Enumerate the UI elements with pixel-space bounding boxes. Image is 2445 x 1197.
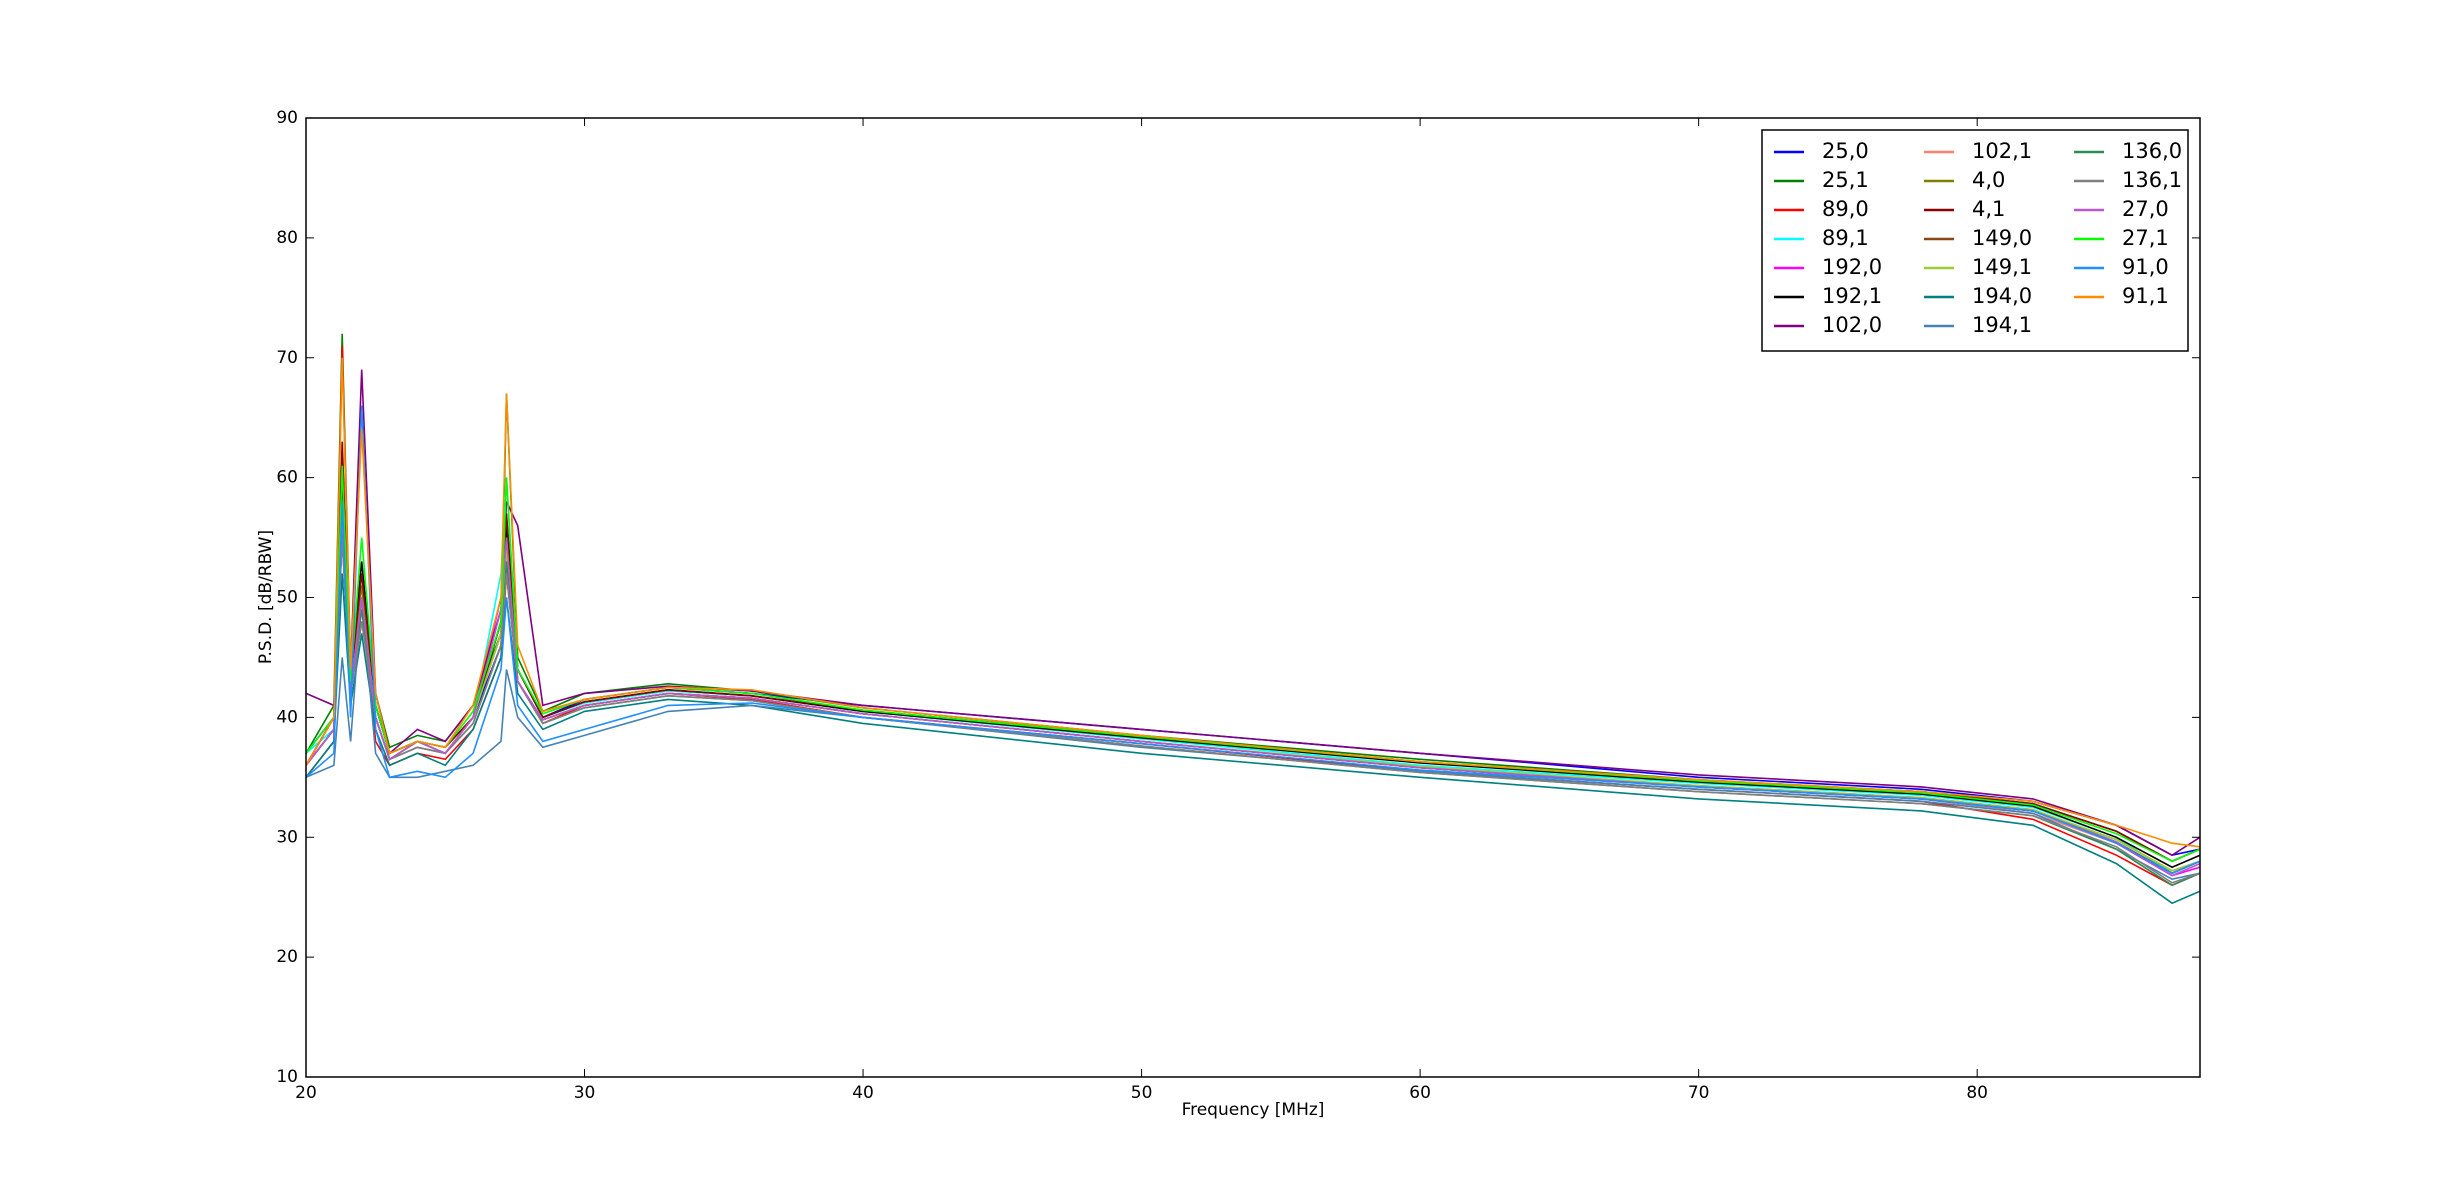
series-line	[306, 513, 2200, 877]
series-line	[306, 345, 2200, 887]
legend-label: 192,0	[1822, 255, 1882, 279]
y-tick-label: 20	[276, 947, 298, 967]
x-axis-label: Frequency [MHz]	[1182, 1100, 1325, 1120]
x-tick-label: 50	[1131, 1083, 1153, 1103]
series-line	[306, 357, 2200, 848]
x-tick-label: 30	[574, 1083, 596, 1103]
y-tick-label: 70	[276, 348, 298, 368]
legend-label: 25,0	[1822, 139, 1869, 163]
legend-frame	[1761, 129, 2189, 352]
legend-label: 192,1	[1822, 284, 1882, 308]
legend-label: 4,0	[1972, 168, 2005, 192]
legend-label: 149,1	[1972, 255, 2032, 279]
y-tick-label: 90	[276, 108, 298, 128]
legend-label: 25,1	[1822, 168, 1869, 192]
legend-label: 91,1	[2122, 284, 2169, 308]
legend-label: 102,1	[1972, 139, 2032, 163]
x-tick-label: 80	[1966, 1083, 1988, 1103]
y-tick-label: 50	[276, 588, 298, 608]
series-line	[306, 537, 2200, 884]
y-tick-label: 40	[276, 707, 298, 727]
legend-label: 27,1	[2122, 226, 2169, 250]
legend-label: 91,0	[2122, 255, 2169, 279]
series-line	[306, 573, 2200, 905]
series-line	[306, 501, 2200, 877]
x-tick-label: 20	[295, 1083, 317, 1103]
legend-label: 89,1	[1822, 226, 1869, 250]
series-line	[306, 465, 2200, 863]
series-line	[306, 501, 2200, 875]
legend-label: 4,1	[1972, 197, 2005, 221]
x-tick-label: 70	[1688, 1083, 1710, 1103]
series-line	[306, 477, 2200, 875]
legend-label: 194,0	[1972, 284, 2032, 308]
y-tick-label: 60	[276, 468, 298, 488]
legend-label: 136,1	[2122, 168, 2182, 192]
y-tick-label: 10	[276, 1067, 298, 1087]
x-tick-label: 60	[1409, 1083, 1431, 1103]
legend-label: 136,0	[2122, 139, 2182, 163]
legend-label: 27,0	[2122, 197, 2169, 221]
series-line	[306, 453, 2200, 869]
legend-label: 89,0	[1822, 197, 1869, 221]
series-line	[306, 537, 2200, 857]
y-axis-label: P.S.D. [dB/RBW]	[256, 530, 276, 664]
legend-label: 194,1	[1972, 313, 2032, 337]
legend-label: 149,0	[1972, 226, 2032, 250]
y-tick-label: 80	[276, 228, 298, 248]
series-line	[306, 333, 2200, 863]
series-line	[306, 369, 2200, 857]
y-tick-label: 30	[276, 827, 298, 847]
legend-label: 102,0	[1822, 313, 1882, 337]
legend: 25,0 25,1 89,0 89,1 192,0 192,1 102,0 102,1 4,0 4…	[1761, 129, 2189, 352]
x-tick-label: 40	[852, 1083, 874, 1103]
